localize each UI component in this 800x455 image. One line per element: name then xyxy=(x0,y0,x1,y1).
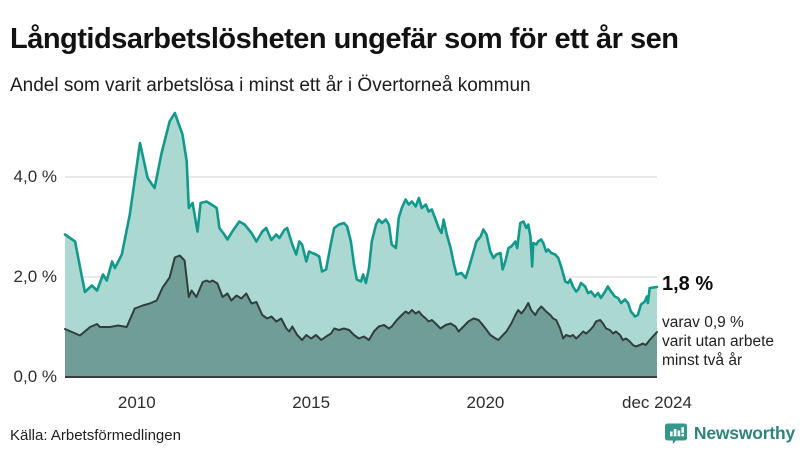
series-1-line xyxy=(63,111,659,318)
newsworthy-bubble-chart-icon xyxy=(664,423,687,445)
newsworthy-logo: Newsworthy xyxy=(664,422,795,445)
x-axis-tick-label: 2010 xyxy=(117,393,156,412)
x-axis-tick-label: 2015 xyxy=(292,393,331,412)
x-axis-tick-label: 2020 xyxy=(466,393,505,412)
secondary-value-label: varav 0,9 % varit utan arbete minst två … xyxy=(662,313,800,370)
annotation-line-2: varit utan arbete xyxy=(662,333,775,350)
series-2-line xyxy=(64,254,658,348)
latest-value-annotation: 1,8 % varav 0,9 % varit utan arbete mins… xyxy=(662,273,800,370)
page-subtitle: Andel som varit arbetslösa i minst ett å… xyxy=(10,75,531,96)
x-axis-tick-label: dec 2024 xyxy=(622,393,692,412)
y-axis-tick-label: 0,0 % xyxy=(13,367,57,386)
y-axis-tick-label: 2,0 % xyxy=(13,267,57,286)
latest-value-label: 1,8 % xyxy=(662,273,714,295)
y-axis-tick-label: 4,0 % xyxy=(13,167,57,186)
newsworthy-wordmark: Newsworthy xyxy=(693,423,795,443)
annotation-line-1: varav 0,9 % xyxy=(662,314,744,331)
page-title: Långtidsarbetslösheten ungefär som för e… xyxy=(10,23,679,56)
source-label: Källa: Arbetsförmedlingen xyxy=(10,427,181,444)
annotation-line-3: minst två år xyxy=(662,352,743,369)
series-2-area xyxy=(65,255,657,377)
